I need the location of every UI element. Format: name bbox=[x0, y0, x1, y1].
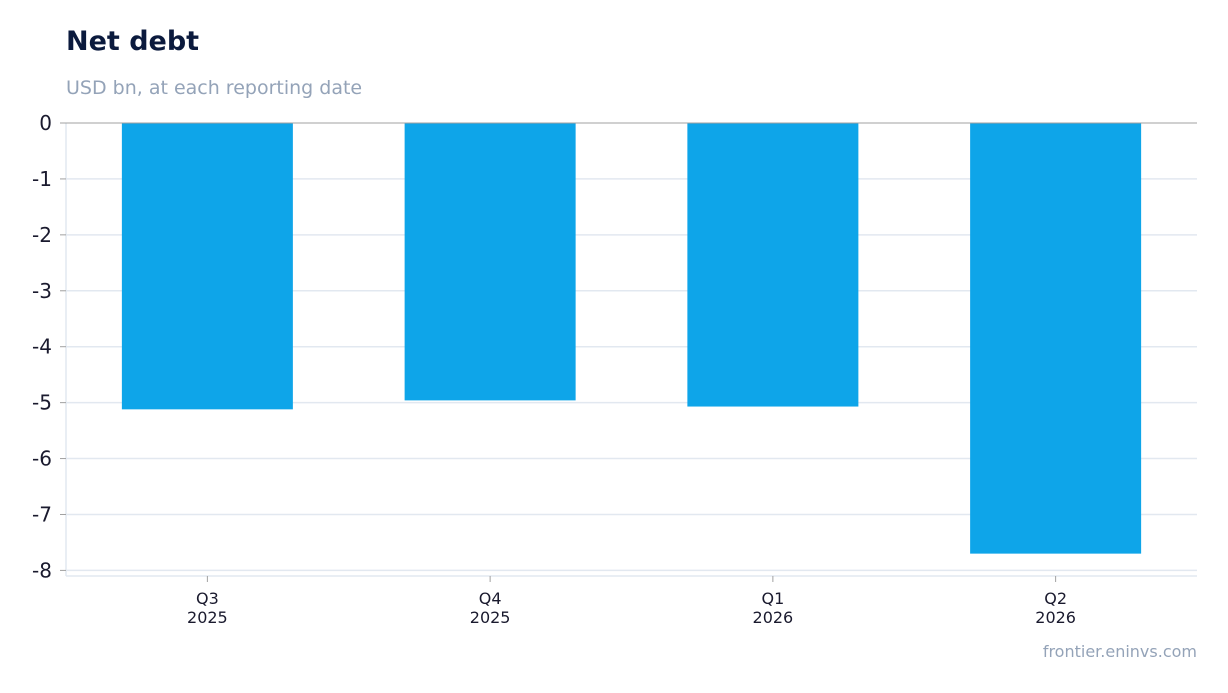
y-tick-label: 0 bbox=[39, 111, 52, 135]
x-tick-label: Q1 2026 bbox=[753, 589, 794, 627]
x-axis-ticks: Q3 2025 Q4 2025 Q1 2026 Q2 2026 bbox=[187, 576, 1076, 627]
y-tick-label: -3 bbox=[32, 279, 52, 303]
y-tick-label: -5 bbox=[32, 391, 52, 415]
bar bbox=[404, 123, 576, 401]
source-label: frontier.eninvs.com bbox=[1042, 642, 1197, 661]
x-tick-label: Q3 2025 bbox=[187, 589, 228, 627]
x-tick-label: Q4 2025 bbox=[470, 589, 511, 627]
chart-title: Net debt bbox=[66, 26, 200, 57]
y-axis-ticks: 0 -1 -2 -3 -4 -5 -6 -7 -8 bbox=[32, 111, 66, 582]
x-tick-label: Q2 2026 bbox=[1035, 589, 1076, 627]
bar bbox=[121, 123, 293, 410]
y-tick-label: -7 bbox=[32, 502, 52, 526]
bars bbox=[121, 123, 1142, 554]
y-tick-label: -8 bbox=[32, 558, 52, 582]
bar bbox=[970, 123, 1142, 554]
y-tick-label: -1 bbox=[32, 167, 52, 191]
axes bbox=[65, 122, 1197, 577]
y-tick-label: -4 bbox=[32, 335, 52, 359]
bar bbox=[687, 123, 859, 407]
y-tick-label: -6 bbox=[32, 447, 52, 471]
chart-subtitle: USD bn, at each reporting date bbox=[66, 77, 363, 99]
y-tick-label: -2 bbox=[32, 223, 52, 247]
